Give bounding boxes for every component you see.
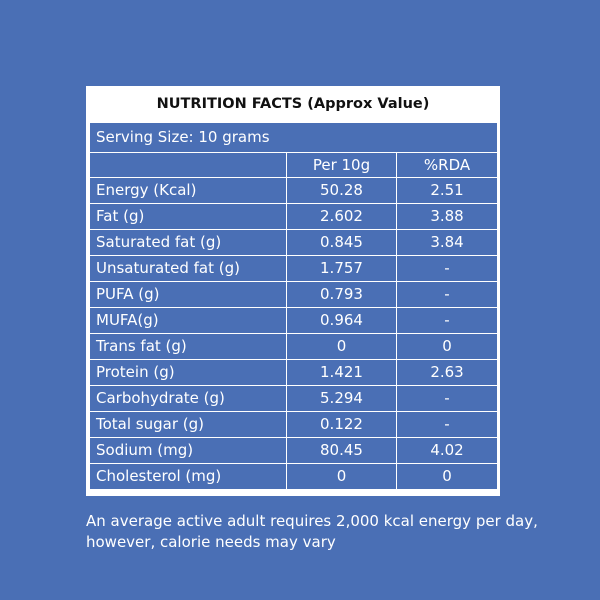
rda-value: 4.02: [395, 436, 499, 464]
serving-size: Serving Size: 10 grams: [88, 121, 499, 154]
per-value: 2.602: [286, 203, 397, 231]
per-value: 0: [286, 332, 397, 360]
table-row: Cholesterol (mg) 0 0: [89, 462, 499, 491]
nutrient-label: Unsaturated fat (g): [89, 255, 287, 283]
per-value: 50.28: [286, 177, 397, 205]
nutrient-label: Sodium (mg): [89, 436, 287, 464]
rda-value: 0: [395, 332, 499, 360]
rda-value: 2.51: [395, 177, 499, 205]
rda-value: -: [395, 410, 499, 438]
table-row: MUFA(g) 0.964-: [89, 307, 499, 334]
header-blank-cell: [89, 152, 287, 179]
serving-row: Serving Size: 10 grams: [88, 121, 499, 154]
nutrient-label: Saturated fat (g): [89, 229, 287, 257]
per-value: 0: [286, 462, 397, 491]
table-row: Carbohydrate (g) 5.294-: [89, 384, 499, 412]
rda-value: -: [395, 281, 499, 308]
per-value: 0.845: [286, 229, 397, 257]
per-value: 1.757: [286, 255, 397, 283]
per-value: 0.964: [286, 307, 397, 334]
nutrient-label: Fat (g): [89, 203, 287, 231]
per-value: 0.122: [286, 410, 397, 438]
rda-value: 3.84: [395, 229, 499, 257]
nutrient-label: PUFA (g): [89, 281, 287, 308]
table-row: Sodium (mg) 80.45 4.02: [89, 436, 499, 464]
per-value: 1.421: [286, 358, 397, 386]
table-header-row: Per 10g %RDA: [89, 152, 499, 179]
nutrient-label: Total sugar (g): [89, 410, 287, 438]
nutrient-label: Cholesterol (mg): [89, 462, 287, 491]
table-row: Energy (Kcal) 50.28 2.51: [89, 177, 499, 205]
rda-value: -: [395, 255, 499, 283]
table-row: Unsaturated fat (g) 1.757-: [89, 255, 499, 283]
table-row: PUFA (g) 0.793-: [89, 281, 499, 308]
per-value: 5.294: [286, 384, 397, 412]
rda-value: 0: [395, 462, 499, 491]
column-header-per: Per 10g: [286, 152, 397, 179]
table-row: Trans fat (g) 0 0: [89, 332, 499, 360]
table-row: Protein (g) 1.421 2.63: [89, 358, 499, 386]
nutrient-label: Carbohydrate (g): [89, 384, 287, 412]
table-row: Total sugar (g) 0.122-: [89, 410, 499, 438]
nutrient-label: Trans fat (g): [89, 332, 287, 360]
footer-note: An average active adult requires 2,000 k…: [86, 512, 538, 551]
nutrient-label: Energy (Kcal): [89, 177, 287, 205]
rda-value: 2.63: [395, 358, 499, 386]
nutrition-title: NUTRITION FACTS (Approx Value): [156, 96, 430, 112]
nutrition-table: Serving Size: 10 grams Per 10g %RDA Ener…: [88, 121, 499, 491]
column-header-rda: %RDA: [395, 152, 499, 179]
table-row: Fat (g) 2.602 3.88: [89, 203, 499, 231]
rda-value: 3.88: [395, 203, 499, 231]
per-value: 0.793: [286, 281, 397, 308]
rda-value: -: [395, 384, 499, 412]
per-value: 80.45: [286, 436, 397, 464]
nutrition-card: NUTRITION FACTS (Approx Value) Serving S…: [86, 86, 500, 496]
rda-value: -: [395, 307, 499, 334]
nutrient-label: MUFA(g): [89, 307, 287, 334]
table-row: Saturated fat (g) 0.845 3.84: [89, 229, 499, 257]
nutrient-label: Protein (g): [89, 358, 287, 386]
